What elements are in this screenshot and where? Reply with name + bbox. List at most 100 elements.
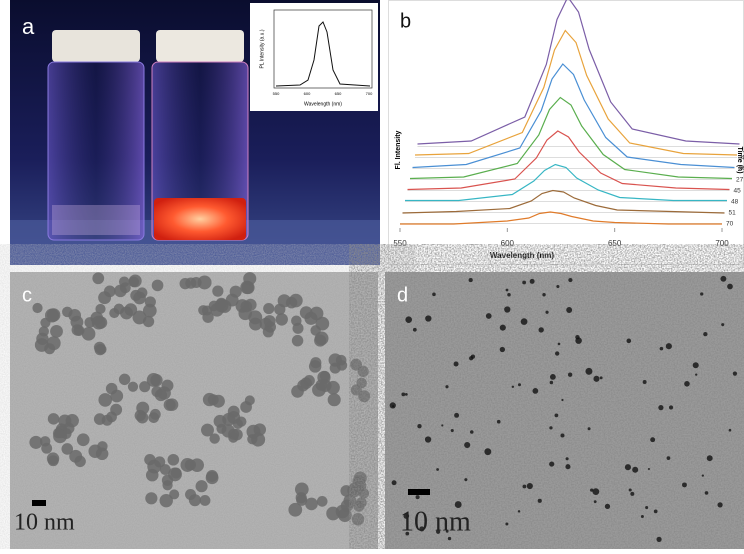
nanoparticle	[328, 393, 341, 406]
scale-bar-label: 10 nm	[14, 510, 75, 536]
nanoparticle	[630, 492, 634, 496]
nanoparticle	[352, 513, 364, 525]
nanoparticle	[445, 385, 448, 388]
nanoparticle	[500, 347, 505, 352]
nanoparticle	[208, 394, 219, 405]
nanoparticle	[527, 483, 533, 489]
nanoparticle	[593, 488, 600, 495]
nanoparticle	[222, 424, 235, 437]
nanoparticle	[359, 488, 369, 498]
series-label: 70	[726, 221, 734, 228]
nanoparticle	[209, 301, 220, 312]
nanoparticle	[486, 313, 492, 319]
nanoparticle	[654, 510, 658, 514]
nanoparticle	[432, 293, 436, 297]
nanoparticle	[555, 351, 559, 355]
nanoparticle	[566, 457, 569, 460]
nanoparticle	[32, 303, 42, 313]
inset-x-tick-label: 550	[273, 91, 280, 96]
nanoparticle	[392, 480, 397, 485]
nanoparticle	[667, 456, 671, 460]
nanoparticle	[147, 373, 161, 387]
inset-x-tick-label: 600	[304, 91, 311, 96]
inset-y-label: PL Intensity (a.u.)	[259, 29, 265, 68]
panel-d: d 10 nm	[385, 272, 744, 549]
nanoparticle	[145, 492, 157, 504]
nanoparticle	[484, 448, 491, 455]
nanoparticle	[320, 371, 330, 381]
nanoparticle	[684, 381, 690, 387]
nanoparticle	[312, 383, 326, 397]
nanoparticle	[539, 327, 544, 332]
nanoparticle	[39, 326, 49, 336]
nanoparticle	[505, 523, 508, 526]
nanoparticle	[626, 339, 631, 344]
nanoparticle	[521, 318, 528, 325]
nanoparticle	[264, 315, 276, 327]
nanoparticle	[390, 402, 396, 408]
nanoparticle	[119, 277, 129, 287]
nanoparticle	[568, 278, 572, 282]
nanoparticle	[77, 433, 90, 446]
nanoparticle	[209, 433, 219, 443]
y-axis-label: Fl. Intensity	[395, 130, 402, 169]
nanoparticle	[291, 385, 304, 398]
nanoparticle	[523, 485, 527, 489]
nanoparticle	[629, 489, 632, 492]
vial-cap	[52, 30, 140, 62]
nanoparticle	[94, 413, 106, 425]
scale-bar	[32, 500, 46, 506]
nanoparticle	[304, 375, 315, 386]
nanoparticle	[518, 383, 521, 386]
nanoparticle	[62, 307, 73, 318]
series-label: 51	[729, 210, 737, 217]
nanoparticle	[702, 475, 704, 477]
nanoparticle	[137, 287, 148, 298]
nanoparticle	[471, 355, 475, 359]
nanoparticle	[338, 508, 352, 522]
nanoparticle	[625, 464, 631, 470]
nanoparticle	[98, 393, 112, 407]
nanoparticle	[248, 310, 262, 324]
nanoparticle	[292, 335, 303, 346]
nanoparticle	[114, 304, 125, 315]
nanoparticle	[693, 362, 699, 368]
nanoparticle	[700, 292, 703, 295]
nanoparticle	[200, 495, 211, 506]
nanoparticle	[94, 342, 105, 353]
chart-frame	[389, 1, 744, 265]
inset-x-label: Wavelength (nm)	[304, 101, 342, 107]
nanoparticle	[58, 414, 71, 427]
nanoparticle	[506, 289, 509, 292]
nanoparticle	[733, 372, 737, 376]
nanoparticle	[549, 461, 554, 466]
nanoparticle	[44, 343, 55, 354]
nanoparticle	[550, 381, 554, 385]
panel-label: a	[22, 14, 35, 39]
nanoparticle	[206, 470, 218, 482]
nanoparticle	[160, 494, 173, 507]
nanoparticle	[538, 499, 542, 503]
nanoparticle	[707, 455, 713, 461]
nanoparticle	[717, 502, 722, 507]
inset-x-tick-label: 700	[366, 91, 373, 96]
nanoparticle	[45, 309, 59, 323]
scale-bar-label: 10 nm	[400, 506, 471, 537]
nanoparticle	[152, 280, 164, 292]
nanoparticle	[585, 368, 592, 375]
x-tick-label: 700	[715, 239, 729, 248]
nanoparticle	[721, 323, 724, 326]
series-label: 45	[734, 188, 742, 195]
nanoparticle	[532, 388, 538, 394]
nanoparticle	[305, 498, 318, 511]
nanoparticle	[556, 285, 559, 288]
nanoparticle	[425, 436, 431, 442]
nanoparticle	[416, 495, 420, 499]
nanoparticle	[40, 436, 50, 446]
nanoparticle	[413, 328, 417, 332]
nanoparticle	[171, 468, 182, 479]
nanoparticle	[658, 405, 663, 410]
nanoparticle	[568, 373, 572, 377]
nanoparticle	[497, 420, 501, 424]
